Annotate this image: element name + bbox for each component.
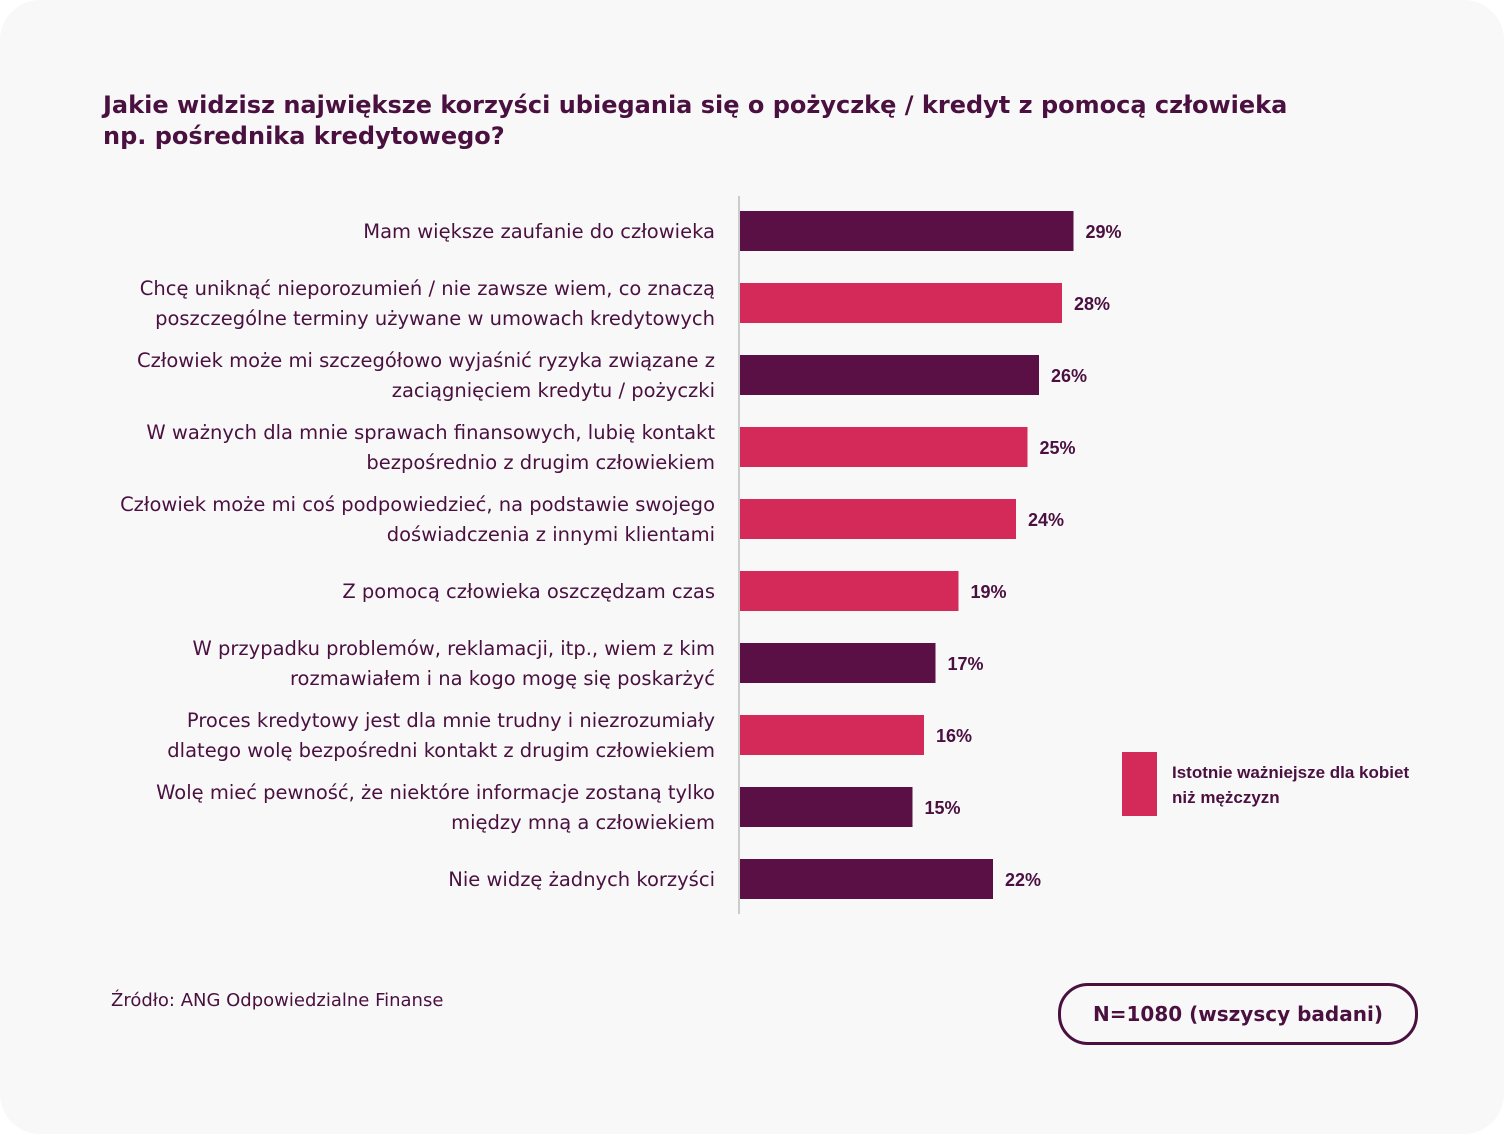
category-label: Człowiek może mi szczegółowo wyjaśnić ry… [137,349,715,372]
bar-value-label: 22% [1005,870,1041,890]
category-label: dlatego wolę bezpośredni kontakt z drugi… [167,739,715,762]
category-label: W przypadku problemów, reklamacji, itp.,… [193,637,715,660]
category-label: Chcę uniknąć nieporozumień / nie zawsze … [140,277,715,300]
bar-value-label: 25% [1040,438,1076,458]
bar-value-label: 15% [925,798,961,818]
category-label: bezpośrednio z drugim człowiekiem [366,451,715,474]
sample-size-badge: N=1080 (wszyscy badani) [1058,983,1418,1045]
bar [740,643,936,683]
category-label: Człowiek może mi coś podpowiedzieć, na p… [120,493,715,516]
bar [740,211,1074,251]
category-label: Mam większe zaufanie do człowieka [363,220,715,243]
bar [740,355,1039,395]
legend-label: Istotnie ważniejsze dla kobiet niż mężcz… [1172,760,1462,810]
bar [740,787,913,827]
category-label: Wolę mieć pewność, że niektóre informacj… [156,781,715,804]
bar-value-label: 17% [948,654,984,674]
bar [740,427,1028,467]
bar [740,499,1016,539]
legend-swatch-highlight [1122,752,1157,816]
bar-value-label: 16% [936,726,972,746]
chart-title: Jakie widzisz największe korzyści ubiega… [103,90,1353,152]
category-label: W ważnych dla mnie sprawach finansowych,… [146,421,715,444]
category-label: Nie widzę żadnych korzyści [448,868,715,891]
bar-value-label: 19% [971,582,1007,602]
category-label: Z pomocą człowieka oszczędzam czas [342,580,715,603]
chart-title-line-1: Jakie widzisz największe korzyści ubiega… [103,91,1288,119]
bar [740,715,924,755]
bar-value-label: 28% [1074,294,1110,314]
bar [740,571,959,611]
legend-label-line-2: niż mężczyzn [1172,788,1280,807]
legend-label-line-1: Istotnie ważniejsze dla kobiet [1172,763,1410,782]
bar-value-label: 24% [1028,510,1064,530]
category-label: poszczególne terminy używane w umowach k… [155,307,715,330]
category-label: doświadczenia z innymi klientami [387,523,715,546]
bar [740,283,1062,323]
bar-value-label: 26% [1051,366,1087,386]
source-note: Źródło: ANG Odpowiedzialne Finanse [111,990,444,1011]
category-label: zaciągnięciem kredytu / pożyczki [392,379,715,402]
category-label: Proces kredytowy jest dla mnie trudny i … [187,709,715,732]
category-label: między mną a człowiekiem [451,811,715,834]
bar-value-label: 29% [1086,222,1122,242]
category-label: rozmawiałem i na kogo mogę się poskarżyć [290,667,715,690]
chart-title-line-2: np. pośrednika kredytowego? [103,122,505,150]
bar [740,859,993,899]
